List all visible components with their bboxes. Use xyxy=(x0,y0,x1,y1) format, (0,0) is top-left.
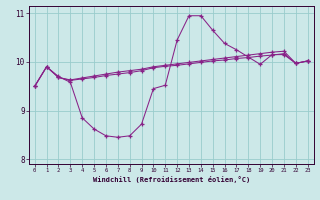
X-axis label: Windchill (Refroidissement éolien,°C): Windchill (Refroidissement éolien,°C) xyxy=(92,176,250,183)
